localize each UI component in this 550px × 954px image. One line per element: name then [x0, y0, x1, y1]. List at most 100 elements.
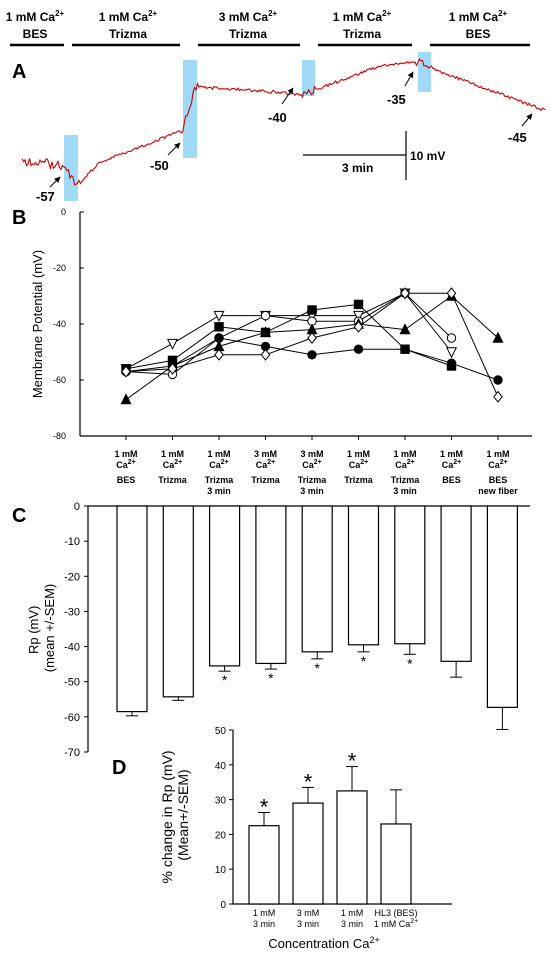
panel-d-x-tick-line2-text: 3 min: [341, 919, 363, 929]
voltage-trace: [21, 58, 546, 186]
panel-d-label: D: [112, 757, 126, 779]
panel-c-bar-group-8: [486, 505, 518, 731]
panel-d-x-tick-line2-text: 3 min: [253, 919, 275, 929]
panel-b-x-tick-line2: Ca2+: [209, 459, 229, 470]
panel-c-y-ticks: 0 -10 -20 -30 -40 -50 -60 -70: [64, 501, 88, 759]
panel-b-x-tick-line1: 1 mM: [393, 449, 416, 459]
panel-d-x-tick-line1: 3 mM: [297, 908, 320, 918]
panel-b-point: [307, 305, 317, 315]
panel-c-significance-star: *: [314, 660, 320, 676]
panel-b-x-tick-line2-sup: 2+: [453, 459, 461, 466]
condition-solution-0: BES: [23, 27, 48, 41]
panel-d-x-axis-title: Concentration Ca2+: [268, 935, 379, 951]
panel-c-bar: [486, 505, 518, 708]
panel-c-y-tick-label: -70: [64, 747, 80, 759]
panel-d-x-tick-line2: 3 min: [253, 919, 275, 929]
panel-b-point: [445, 347, 458, 359]
panel-d-y-tick-label: 0: [220, 900, 226, 911]
panel-b-point: [446, 333, 457, 343]
panel-b-y-axis-title: Membrane Potential (mV): [30, 250, 45, 398]
panel-c-bar-group-5: *: [347, 505, 380, 669]
panel-b-x-tick-line1: 1 mM: [347, 449, 370, 459]
panel-d-bar: [292, 802, 324, 905]
value-label-2: -40: [268, 110, 287, 125]
panel-b-x-tick-line2-sup: 2+: [314, 459, 322, 466]
panel-b: B Membrane Potential (mV) 0-20-40-60-80 …: [12, 207, 532, 496]
panel-d-x-tick-line2-text: 3 min: [297, 919, 319, 929]
panel-c-bar: [440, 505, 472, 662]
panel-d-y-axis-title-line2: (Mean+/-SEM): [175, 769, 191, 860]
panel-d-y-axis-title: % change in Rp (mV) (Mean+/-SEM): [159, 747, 191, 884]
panel-b-x-tick-line1: 3 mM: [254, 449, 277, 459]
panel-b-x-tick-line3: BES: [442, 475, 461, 485]
panel-c-bar-group-3: *: [255, 505, 287, 686]
panel-b-x-tick-line2-sup: 2+: [221, 459, 229, 466]
panel-a: A 1 mM Ca2+ BES 1 mM Ca2+ Trizma 3 mM Ca…: [6, 9, 546, 204]
panel-c-y-tick-label: -20: [64, 571, 80, 583]
panel-c-y-axis-title-line2: (mean +/-SEM): [42, 584, 57, 673]
condition-solution-2: Trizma: [229, 27, 267, 41]
panel-d-y-axis-title-line1: % change in Rp (mV): [159, 750, 175, 883]
value-label-0: -57: [36, 189, 55, 204]
panel-d-x-tick-line2-sup: 2+: [410, 918, 418, 925]
panel-c-bar-group-4: *: [301, 505, 333, 676]
value-label-4: -45: [508, 130, 527, 145]
svg-text:1 mM Ca2+: 1 mM Ca2+: [99, 9, 158, 24]
panel-c-bar-group-0: [116, 505, 148, 717]
condition-solution-4: BES: [466, 27, 491, 41]
panel-b-x-tick-line2-text: Ca: [116, 460, 128, 470]
panel-d-y-tick-label: 20: [215, 830, 227, 841]
panel-b-x-tick-line1: 1 mM: [207, 449, 230, 459]
panel-a-label: A: [12, 61, 26, 83]
scale-bar-time-label: 3 min: [342, 161, 373, 175]
panel-c: C Rp (mV) (mean +/-SEM) 0 -10 -20 -30 -40 -50…: [12, 501, 530, 759]
panel-b-x-tick-line4: new fiber: [478, 486, 518, 496]
panel-b-point: [399, 323, 411, 335]
panel-d-bar: [336, 790, 368, 905]
panel-b-x-tick-line3: Trizma: [344, 475, 374, 485]
condition-text-1: 1 mM Ca: [99, 10, 149, 24]
panel-b-point: [400, 287, 410, 300]
panel-c-significance-star: *: [407, 655, 413, 671]
panel-d-x-tick-line2: 1 mM Ca2+: [374, 918, 419, 929]
svg-text:1 mM Ca2+: 1 mM Ca2+: [449, 9, 508, 24]
panel-b-point: [353, 344, 364, 354]
panel-b-x-tick-line2-sup: 2+: [407, 459, 415, 466]
scale-bar-voltage-label: 10 mV: [410, 149, 445, 163]
panel-d-x-tick-label-0: 1 mM3 min: [253, 908, 276, 929]
panel-d-significance-star: *: [304, 769, 313, 794]
panel-c-label: C: [12, 505, 26, 527]
panel-d-x-tick-line2: 3 min: [297, 919, 319, 929]
panel-b-x-tick-line2-text: Ca: [302, 460, 314, 470]
condition-label-0: 1 mM Ca2+ BES: [6, 9, 65, 41]
panel-d-x-tick-line2: 3 min: [341, 919, 363, 929]
condition-label-4: 1 mM Ca2+ BES: [449, 9, 508, 41]
value-label-1: -50: [150, 158, 169, 173]
panel-d-significance-star: *: [348, 749, 357, 774]
panel-b-x-tick-line4: 3 min: [207, 486, 231, 496]
panel-b-x-tick-line1: 3 mM: [300, 449, 323, 459]
panel-b-x-tick-line4: 3 min: [393, 486, 417, 496]
panel-b-x-tick-line2-sup: 2+: [128, 459, 136, 466]
condition-sup-3: 2+: [382, 9, 391, 18]
panel-c-bar-group-1: [162, 505, 194, 701]
panel-b-point: [352, 310, 365, 322]
panel-b-point: [353, 299, 364, 310]
panel-b-x-tick-line1: 1 mM: [114, 449, 137, 459]
panel-c-bars: * * * * *: [116, 505, 518, 731]
panel-d-bar-group-3: HL3 (BES)1 mM Ca2+: [374, 789, 419, 929]
arrow-0: [49, 176, 61, 188]
panel-b-label: B: [12, 207, 26, 229]
panel-d-bar: [248, 825, 280, 905]
panel-b-x-tick-line2-text: Ca: [256, 460, 268, 470]
panel-b-x-tick-line2: Ca2+: [395, 459, 415, 470]
panel-b-x-tick-line2: Ca2+: [488, 459, 508, 470]
panel-b-point: [259, 326, 272, 338]
panel-b-point: [213, 310, 225, 322]
panel-d-x-tick-line1: 1 mM: [341, 908, 364, 918]
panel-b-x-tick-line3: Trizma: [391, 475, 421, 485]
